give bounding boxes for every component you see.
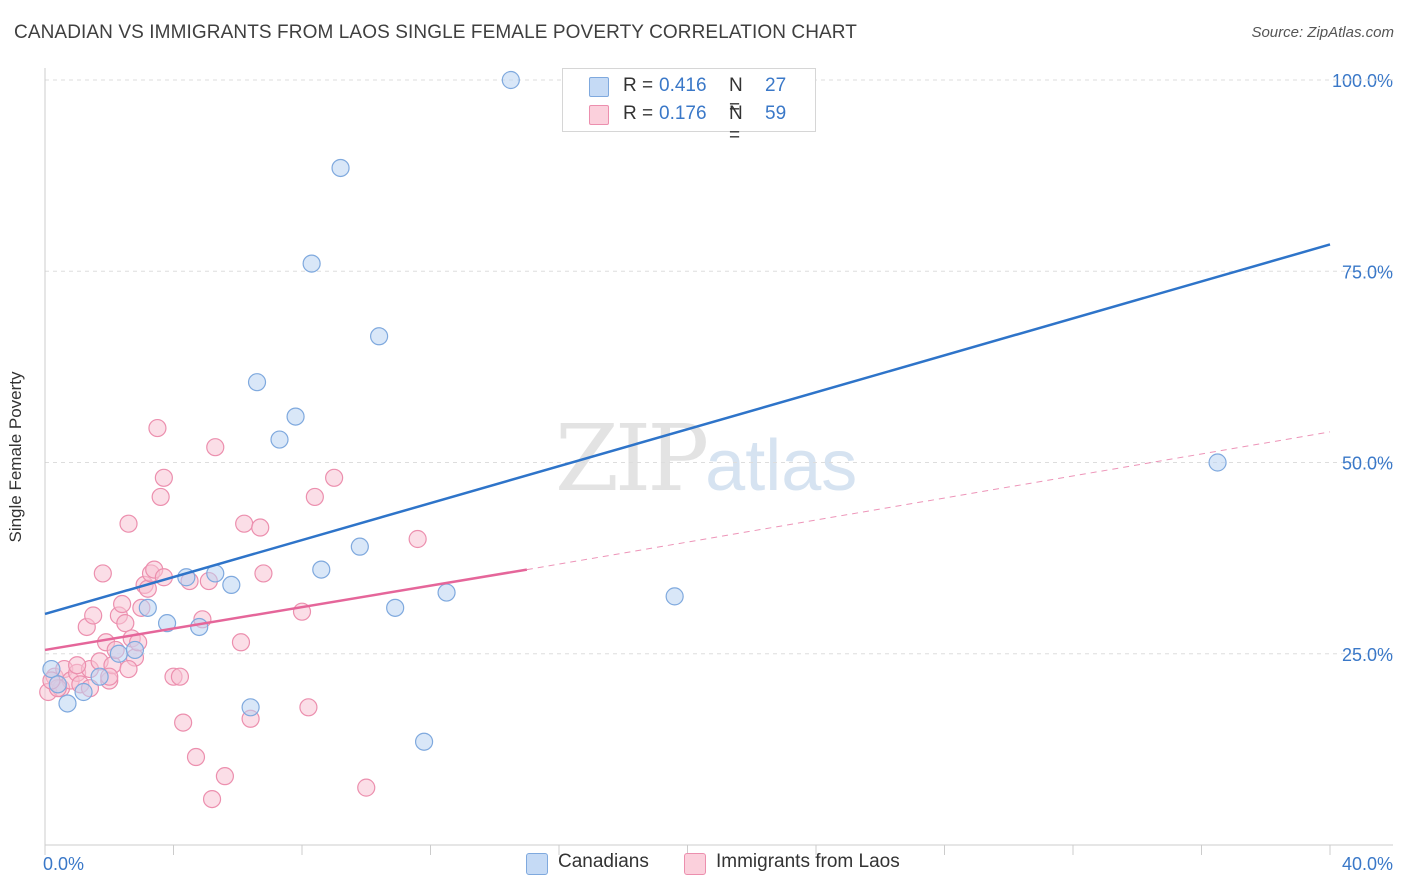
bottom-legend-label-canadians: Canadians — [558, 851, 649, 872]
canadian-point — [350, 537, 369, 556]
canadian-point — [109, 644, 128, 663]
correlation-legend: R = 0.416 N = 27 R = 0.176 N = 59 — [562, 68, 816, 146]
canadian-point — [286, 407, 305, 426]
y-tick-label: 25.0% — [1342, 645, 1393, 665]
legend-n-label: N = — [729, 103, 743, 146]
legend-n-label: N = — [729, 75, 743, 118]
laos-point — [254, 564, 273, 583]
canadian-point — [90, 667, 109, 686]
canadian-point — [58, 694, 77, 713]
canadian-point — [331, 158, 350, 178]
x-tick-label: 0.0% — [43, 854, 84, 874]
laos-point — [251, 518, 270, 537]
legend-swatch-canadians — [589, 77, 609, 97]
laos-point — [231, 633, 251, 652]
chart-title: CANADIAN VS IMMIGRANTS FROM LAOS SINGLE … — [14, 22, 857, 43]
legend-r-value: 0.416 — [659, 75, 707, 96]
canadian-point — [190, 617, 209, 637]
laos-point — [408, 529, 427, 549]
canadian-point — [138, 598, 157, 617]
canadian-point — [42, 659, 61, 679]
laos-trend-line — [44, 568, 528, 652]
canadian-point — [1208, 453, 1227, 472]
laos-point — [170, 667, 190, 686]
canadian-point — [386, 598, 405, 617]
legend-r-value: 0.176 — [659, 103, 707, 124]
watermark-atlas: atlas — [705, 426, 858, 506]
bottom-legend-swatch-laos — [684, 853, 706, 875]
legend-n-value: 59 — [765, 103, 787, 124]
legend-r-label: R = — [623, 75, 654, 96]
watermark: ZIPatlas — [555, 405, 857, 512]
laos-point — [84, 606, 103, 625]
canadian-point — [48, 675, 67, 694]
laos-point — [299, 698, 318, 717]
laos-point — [154, 468, 173, 487]
source-label: Source: ZipAtlas.com — [1251, 24, 1394, 41]
y-tick-label: 75.0% — [1342, 262, 1393, 282]
canadian-point — [241, 698, 260, 717]
canadian-point — [312, 560, 331, 579]
legend-n-value: 27 — [765, 75, 787, 96]
laos-point — [148, 418, 167, 438]
laos-point — [93, 564, 112, 583]
canadian-point — [247, 373, 267, 392]
canadian-point — [222, 575, 241, 595]
laos-point — [116, 614, 135, 633]
canadian-point — [157, 614, 177, 633]
canadian-point — [74, 682, 93, 702]
laos-point — [119, 659, 138, 679]
bottom-legend-swatch-canadians — [526, 853, 548, 875]
canadian-point — [302, 254, 321, 273]
canadian-point — [665, 587, 684, 606]
y-axis-label: Single Female Poverty — [6, 371, 25, 543]
laos-point — [206, 438, 225, 457]
y-tick-label: 100.0% — [1332, 71, 1393, 91]
laos-point — [112, 594, 132, 614]
legend-swatch-laos — [589, 105, 609, 125]
laos-trend-extension — [526, 431, 1331, 571]
bottom-legend-label-laos: Immigrants from Laos — [716, 851, 900, 872]
canadian-point — [370, 327, 389, 346]
laos-point — [202, 789, 222, 809]
laos-point — [174, 713, 193, 732]
laos-point — [151, 487, 170, 507]
x-tick-label: 40.0% — [1342, 854, 1393, 874]
canadians-trend-line — [44, 243, 1331, 616]
laos-point — [235, 514, 254, 533]
canadian-point — [414, 732, 434, 751]
laos-point — [68, 656, 87, 675]
canadian-point — [437, 583, 456, 602]
laos-point — [215, 767, 234, 786]
y-tick-label: 50.0% — [1342, 454, 1393, 474]
laos-point — [186, 747, 206, 767]
laos-point — [305, 487, 324, 507]
legend-r-label: R = — [623, 103, 654, 124]
laos-point — [357, 778, 376, 797]
canadian-point — [270, 430, 289, 449]
watermark-zip: ZIP — [555, 405, 709, 512]
laos-point — [325, 468, 344, 487]
laos-point — [119, 514, 138, 533]
canadian-point — [125, 640, 145, 660]
canadian-point — [501, 70, 520, 90]
